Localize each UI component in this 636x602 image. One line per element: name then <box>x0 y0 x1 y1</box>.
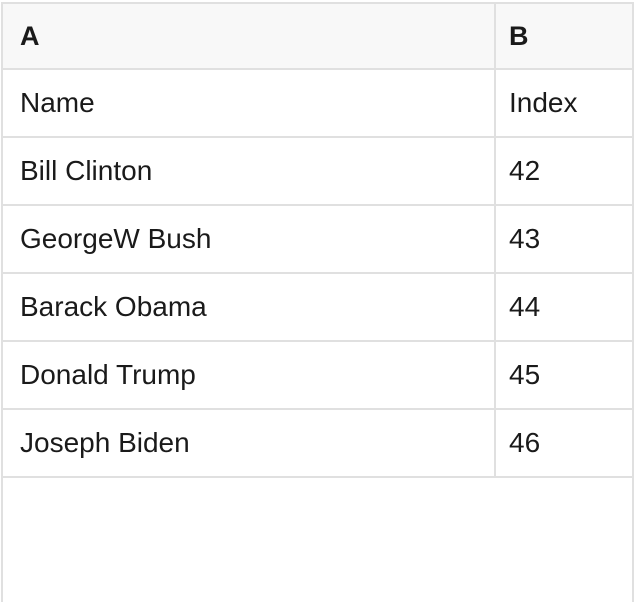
cell-index[interactable]: 44 <box>509 291 541 322</box>
table-row: Barack Obama 44 <box>3 274 632 342</box>
cell-name[interactable]: Bill Clinton <box>3 138 496 204</box>
table-row: Name Index <box>3 70 632 138</box>
column-header-a[interactable]: A <box>3 4 496 68</box>
cell-index-header[interactable]: Index <box>509 87 578 118</box>
table-row: Donald Trump 45 <box>3 342 632 410</box>
table-row: GeorgeW Bush 43 <box>3 206 632 274</box>
column-header-b[interactable]: B <box>509 20 529 51</box>
cell-index[interactable]: 46 <box>509 427 541 458</box>
cell-index[interactable]: 45 <box>509 359 541 390</box>
cell-name[interactable]: Joseph Biden <box>3 410 496 476</box>
table-row: Joseph Biden 46 <box>3 410 632 478</box>
cell-index[interactable]: 42 <box>509 155 541 186</box>
cell-name[interactable]: Donald Trump <box>3 342 496 408</box>
column-header-row: A B <box>3 4 632 70</box>
cell-name[interactable]: Barack Obama <box>3 274 496 340</box>
cell-name-header[interactable]: Name <box>3 70 496 136</box>
cell-index[interactable]: 43 <box>509 223 541 254</box>
table-row: Bill Clinton 42 <box>3 138 632 206</box>
cell-name[interactable]: GeorgeW Bush <box>3 206 496 272</box>
